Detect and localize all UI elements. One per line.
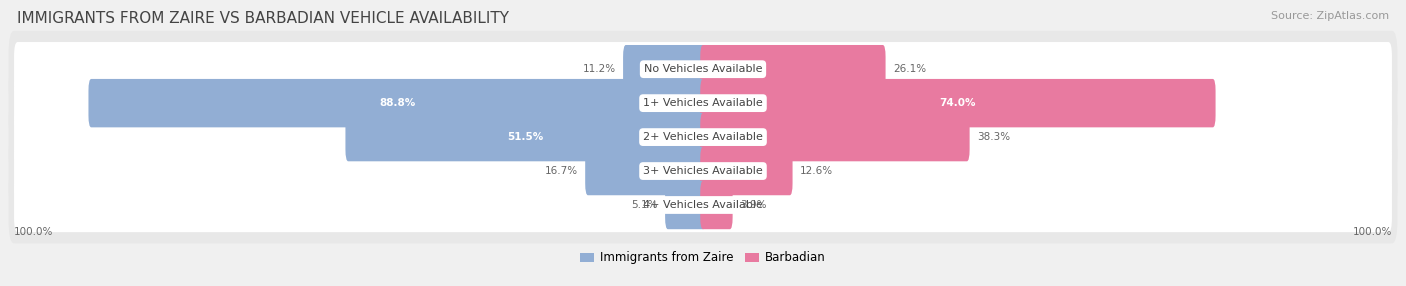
Text: 5.1%: 5.1% — [631, 200, 658, 210]
Text: Source: ZipAtlas.com: Source: ZipAtlas.com — [1271, 11, 1389, 21]
FancyBboxPatch shape — [14, 110, 1392, 164]
Text: 88.8%: 88.8% — [380, 98, 415, 108]
Text: 3+ Vehicles Available: 3+ Vehicles Available — [643, 166, 763, 176]
FancyBboxPatch shape — [665, 181, 706, 229]
FancyBboxPatch shape — [700, 147, 793, 195]
FancyBboxPatch shape — [8, 133, 1398, 209]
Text: 74.0%: 74.0% — [939, 98, 976, 108]
FancyBboxPatch shape — [8, 99, 1398, 176]
Text: 100.0%: 100.0% — [1353, 227, 1392, 237]
Text: 26.1%: 26.1% — [893, 64, 927, 74]
FancyBboxPatch shape — [8, 31, 1398, 108]
Text: 12.6%: 12.6% — [800, 166, 834, 176]
FancyBboxPatch shape — [585, 147, 706, 195]
FancyBboxPatch shape — [89, 79, 706, 127]
FancyBboxPatch shape — [700, 181, 733, 229]
Text: 38.3%: 38.3% — [977, 132, 1011, 142]
Text: 3.9%: 3.9% — [740, 200, 766, 210]
Text: 2+ Vehicles Available: 2+ Vehicles Available — [643, 132, 763, 142]
Text: 51.5%: 51.5% — [508, 132, 544, 142]
FancyBboxPatch shape — [700, 79, 1216, 127]
Text: IMMIGRANTS FROM ZAIRE VS BARBADIAN VEHICLE AVAILABILITY: IMMIGRANTS FROM ZAIRE VS BARBADIAN VEHIC… — [17, 11, 509, 26]
Text: 100.0%: 100.0% — [14, 227, 53, 237]
Legend: Immigrants from Zaire, Barbadian: Immigrants from Zaire, Barbadian — [575, 247, 831, 269]
Text: 11.2%: 11.2% — [582, 64, 616, 74]
Text: 1+ Vehicles Available: 1+ Vehicles Available — [643, 98, 763, 108]
Text: 16.7%: 16.7% — [544, 166, 578, 176]
FancyBboxPatch shape — [346, 113, 706, 161]
FancyBboxPatch shape — [8, 65, 1398, 142]
FancyBboxPatch shape — [700, 45, 886, 94]
FancyBboxPatch shape — [623, 45, 706, 94]
FancyBboxPatch shape — [14, 76, 1392, 130]
FancyBboxPatch shape — [700, 113, 970, 161]
Text: No Vehicles Available: No Vehicles Available — [644, 64, 762, 74]
FancyBboxPatch shape — [14, 144, 1392, 198]
FancyBboxPatch shape — [14, 178, 1392, 232]
FancyBboxPatch shape — [14, 42, 1392, 96]
FancyBboxPatch shape — [8, 167, 1398, 243]
Text: 4+ Vehicles Available: 4+ Vehicles Available — [643, 200, 763, 210]
